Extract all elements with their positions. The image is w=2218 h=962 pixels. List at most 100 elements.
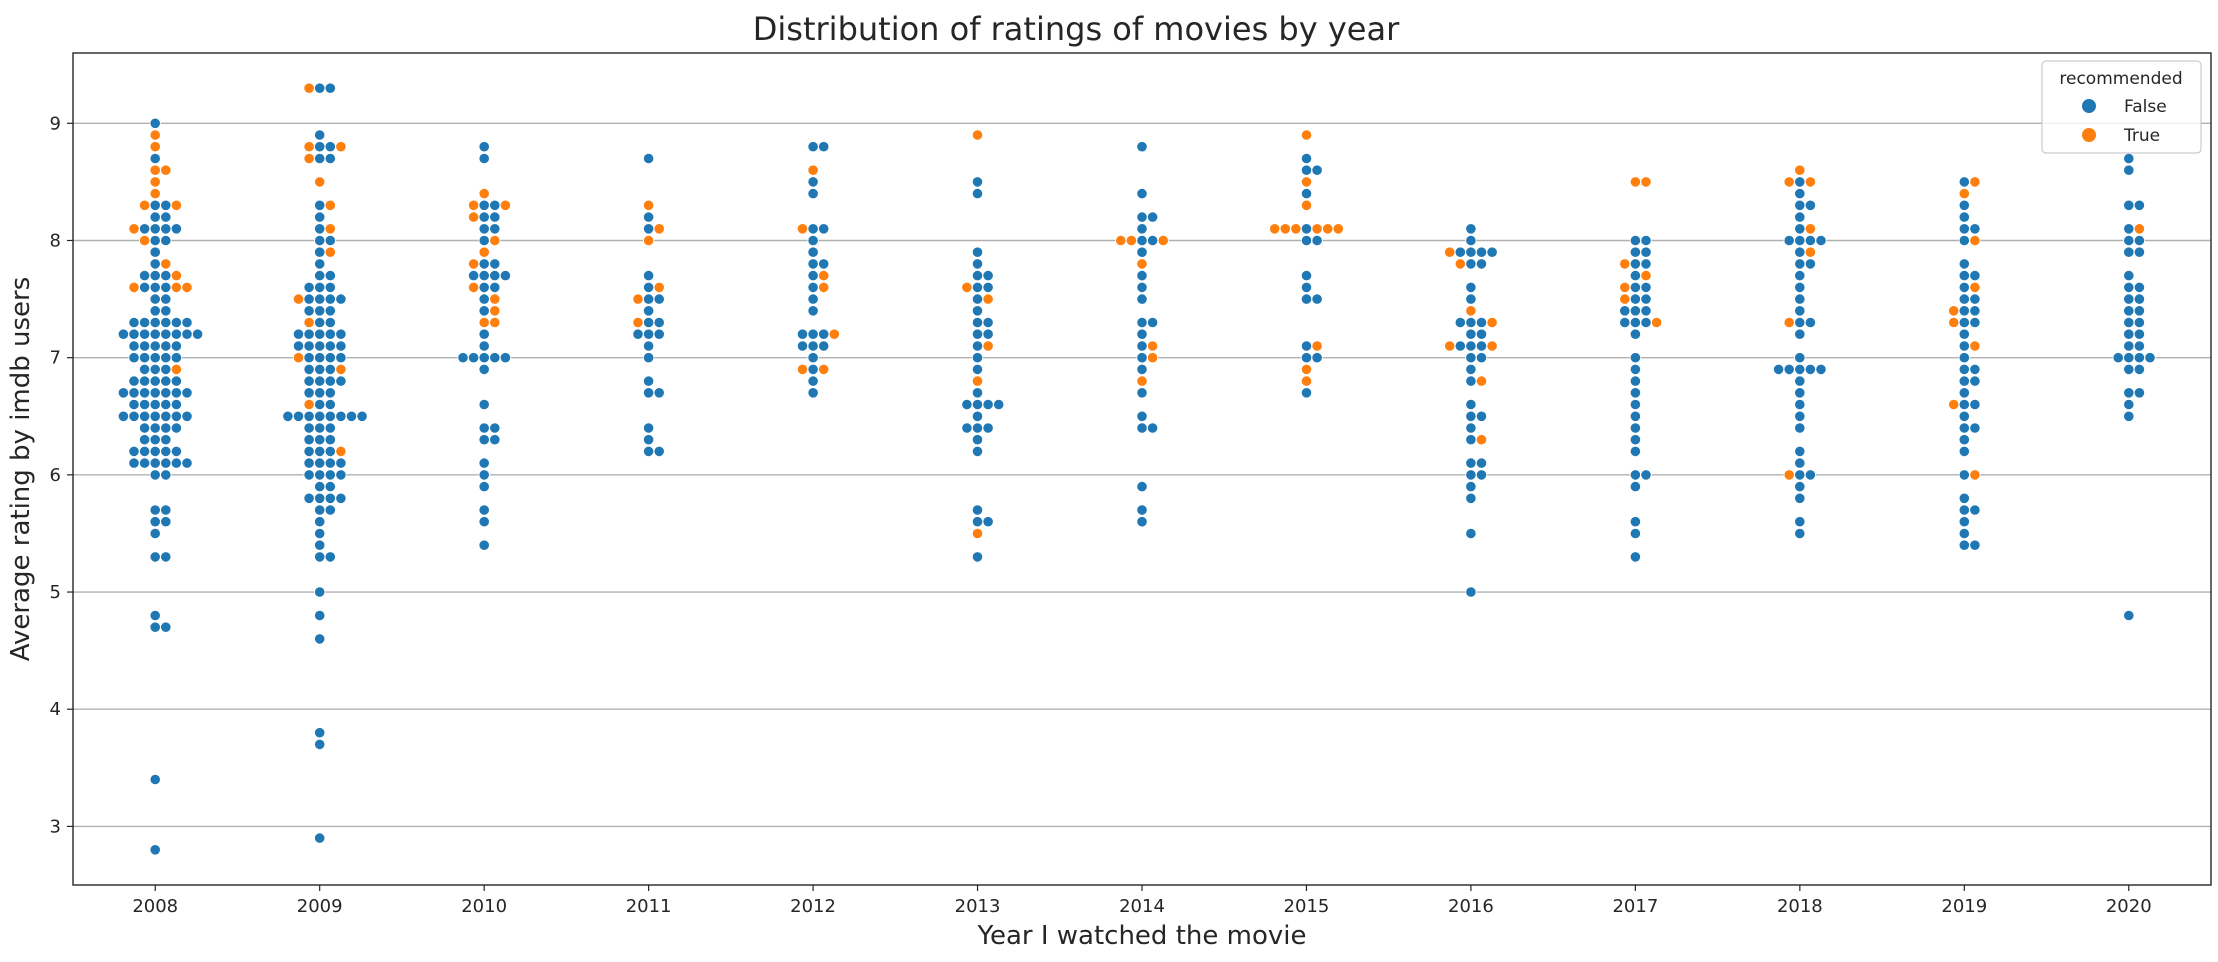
swarm-point-false [1804,469,1817,481]
swarm-point-false [1969,422,1981,434]
swarm-point-false [642,445,655,457]
swarm-point-false [2123,152,2135,165]
swarm-point-false [303,352,315,364]
swarm-point-false [2123,328,2135,340]
swarm-point-false [478,504,490,516]
swarm-point-false [1465,316,1477,329]
swarm-point-false [303,457,315,469]
swarm-point-false [642,434,655,446]
swarm-point-false [324,375,336,387]
swarm-point-false [139,434,151,446]
swarm-point-false [642,316,655,329]
swarm-point-false [117,328,130,340]
swarm-point-false [1794,387,1806,399]
swarm-point-false [807,375,819,387]
swarm-point-false [2123,293,2135,305]
legend-title: recommended [2059,69,2182,89]
swarm-point-false [2133,328,2145,340]
swarm-point-false [335,457,347,469]
swarm-point-false [170,410,182,422]
swarm-point-false [1475,328,1488,340]
swarm-point-false [478,223,490,235]
swarm-point-false [303,434,315,446]
swarm-point-false [1969,293,1981,305]
swarm-point-false [149,504,161,516]
swarm-point-false [149,305,161,317]
swarm-point-false [1958,305,1970,317]
swarm-point-false [1147,211,1159,223]
swarm-point-true [324,246,336,258]
swarm-point-false [160,363,172,375]
swarm-point-false [314,398,326,411]
swarm-point-false [1629,281,1642,293]
y-axis-ticks: 3 4 5 6 7 8 9 [50,113,73,837]
swarm-point-false [1454,316,1466,329]
swarm-point-false [1804,199,1817,211]
swarm-point-false [314,633,326,645]
swarm-point-false [149,551,161,563]
swarm-point-false [982,422,994,434]
swarm-point-false [1300,352,1313,364]
swarm-point-false [324,410,336,422]
y-tick-label: 3 [50,816,61,837]
swarm-point-false [314,316,326,329]
swarm-point-false [642,211,655,223]
swarm-point-false [1958,223,1970,235]
swarm-point-true [1794,164,1806,176]
swarm-point-false [807,281,819,293]
swarm-point-false [1958,281,1970,293]
swarm-point-false [1969,316,1981,329]
swarm-point-false [1629,258,1642,270]
swarm-point-false [642,293,655,305]
swarm-point-false [139,410,151,422]
swarm-point-false [1969,269,1981,282]
swarm-point-false [160,434,172,446]
swarm-point-false [149,352,161,364]
swarm-point-false [2133,316,2145,329]
swarm-point-false [1969,305,1981,317]
swarm-point-false [478,141,490,153]
swarm-point-false [1794,328,1806,340]
swarm-point-true [1157,234,1169,247]
swarm-point-false [1958,434,1970,446]
swarm-point-false [149,516,161,528]
swarm-point-false [1794,305,1806,317]
swarm-point-false [807,387,819,399]
swarm-point-false [971,340,984,352]
swarm-point-true [1300,363,1313,375]
swarm-point-false [160,375,172,387]
swarm-point-false [314,738,326,751]
swarm-point-false [1958,387,1970,399]
swarm-point-false [971,188,984,200]
swarm-point-false [170,375,182,387]
swarm-point-false [1136,387,1148,399]
swarm-point-false [160,340,172,352]
swarm-point-false [1465,422,1477,434]
swarm-point-false [1629,269,1642,282]
swarm-point-false [2123,340,2135,352]
swarm-point-false [982,398,994,411]
swarm-point-true [961,281,973,293]
swarm-point-true [1640,269,1652,282]
swarm-point-false [1958,375,1970,387]
swarm-point-false [2144,352,2156,364]
swarm-point-false [478,422,490,434]
swarm-point-false [324,551,336,563]
swarm-point-false [170,422,182,434]
swarm-point-false [2133,234,2145,247]
swarm-point-false [1465,328,1477,340]
x-tick-label: 2020 [2106,896,2152,917]
swarm-point-false [1815,363,1827,375]
swarm-point-false [149,223,161,235]
swarm-point-false [807,188,819,200]
swarm-point-false [314,434,326,446]
swarm-point-true [303,141,315,153]
swarm-point-false [1311,164,1323,176]
swarm-point-false [324,305,336,317]
swarm-point-false [139,223,151,235]
swarm-point-false [160,352,172,364]
swarm-point-false [1794,246,1806,258]
swarm-point-false [2123,305,2135,317]
swarm-point-false [149,246,161,258]
swarm-point-false [149,363,161,375]
